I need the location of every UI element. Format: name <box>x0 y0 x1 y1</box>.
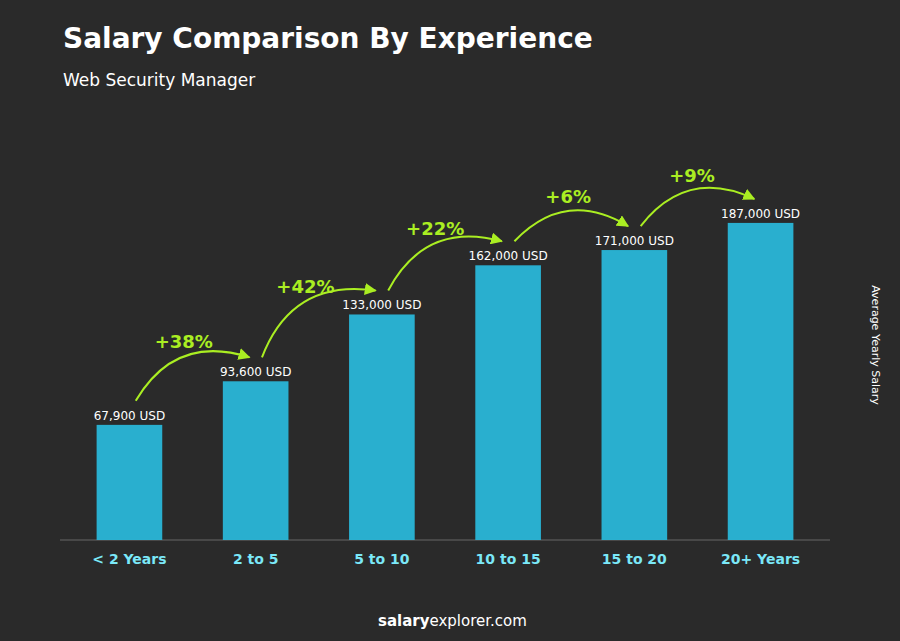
y-axis-label: Average Yearly Salary <box>869 285 882 405</box>
footer-part: salary <box>378 612 430 630</box>
subtitle: Web Security Manager <box>63 70 255 90</box>
background <box>0 0 900 641</box>
change-label: +42% <box>276 276 334 297</box>
change-label: +9% <box>669 165 715 186</box>
change-arrow <box>262 289 376 357</box>
category-label: 10 to 15 <box>476 551 541 567</box>
data-label: 133,000 USD <box>342 298 421 312</box>
change-arrow <box>641 188 755 226</box>
change-label: +38% <box>155 331 213 352</box>
baseline <box>60 540 830 541</box>
bar <box>349 314 415 540</box>
arcs <box>136 188 755 401</box>
bar <box>475 265 541 540</box>
footer: salaryexplorer.com <box>378 612 527 630</box>
category-label: 15 to 20 <box>602 551 667 567</box>
change-arrow <box>514 210 628 241</box>
change-arrow <box>136 351 250 401</box>
category-label: 20+ Years <box>721 551 800 567</box>
chart-svg: Salary Comparison By Experience Web Secur… <box>0 0 900 641</box>
change-label: +6% <box>545 186 591 207</box>
bar <box>602 250 668 540</box>
title: Salary Comparison By Experience <box>63 22 593 55</box>
data-label: 162,000 USD <box>469 249 548 263</box>
footer-part: explorer.com <box>430 612 527 630</box>
change-label: +22% <box>406 218 464 239</box>
bar <box>223 381 289 540</box>
data-label: 67,900 USD <box>94 409 165 423</box>
data-label: 187,000 USD <box>721 207 800 221</box>
category-label: < 2 Years <box>92 551 166 567</box>
data-label: 171,000 USD <box>595 234 674 248</box>
bars <box>97 223 794 540</box>
chart-container: Salary Comparison By Experience Web Secur… <box>0 0 900 641</box>
data-label: 93,600 USD <box>220 365 291 379</box>
category-label: 2 to 5 <box>233 551 279 567</box>
bar <box>97 425 163 540</box>
category-label: 5 to 10 <box>354 551 410 567</box>
bar <box>728 223 794 540</box>
change-arrow <box>388 237 502 291</box>
